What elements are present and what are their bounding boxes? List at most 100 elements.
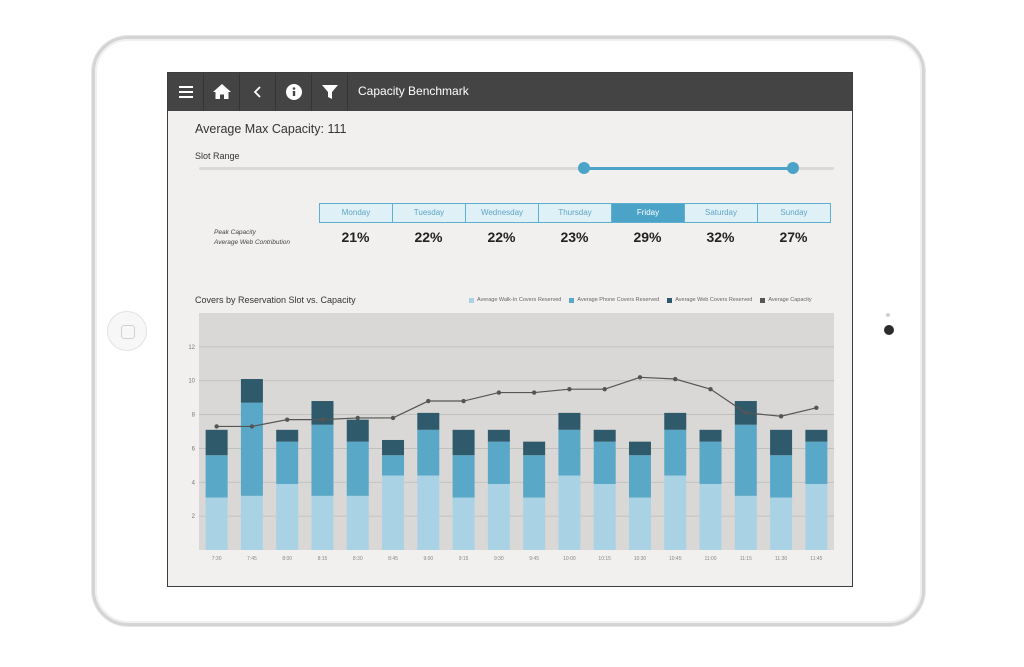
back-button[interactable] (240, 73, 276, 111)
x-tick-label: 10:45 (669, 556, 682, 562)
bar-segment (240, 402, 263, 496)
x-tick-label: 10:00 (563, 556, 576, 562)
average-max-capacity: Average Max Capacity: 111 (195, 122, 347, 136)
plot-area (199, 313, 834, 550)
bar-segment (382, 439, 405, 456)
legend-item: Average Web Covers Reserved (667, 297, 752, 303)
bar-segment (770, 429, 793, 456)
legend-swatch (569, 297, 575, 303)
bar-segment (205, 497, 228, 550)
slot-range-end-handle[interactable] (787, 162, 799, 174)
tab-sunday[interactable]: Sunday (757, 203, 831, 223)
capacity-point (567, 386, 572, 392)
bar-segment (382, 475, 405, 550)
x-tick-label: 8:00 (282, 556, 292, 562)
capacity-point (637, 375, 643, 380)
x-tick-label: 11:30 (775, 556, 787, 562)
bar-segment (770, 455, 793, 498)
tab-tuesday[interactable]: Tuesday (392, 203, 466, 223)
bar-segment (734, 495, 757, 550)
tab-thursday[interactable]: Thursday (538, 203, 612, 223)
legend-label: Average Capacity (768, 297, 812, 303)
legend-label: Average Phone Covers Reserved (577, 297, 660, 303)
bar-segment (417, 475, 440, 550)
legend-swatch (667, 297, 673, 303)
bar-segment (523, 455, 546, 498)
bar-segment (593, 483, 616, 550)
capacity-point (214, 424, 219, 429)
capacity-point (390, 415, 396, 421)
tab-saturday[interactable]: Saturday (684, 203, 758, 223)
capacity-point (814, 405, 819, 410)
bar-segment (276, 483, 299, 550)
chevron-left-icon (253, 86, 261, 98)
top-toolbar: Capacity Benchmark (168, 73, 852, 111)
bar-segment (311, 495, 334, 550)
bar-segment (487, 483, 510, 550)
tablet-sensor (886, 313, 890, 317)
x-tick-label: 8:45 (388, 556, 398, 562)
slot-range-track[interactable] (199, 167, 834, 170)
bar-segment (346, 441, 369, 496)
x-tick-label: 10:15 (598, 556, 611, 562)
capacity-point (249, 424, 255, 429)
legend-swatch (760, 297, 766, 303)
y-tick-label: 2 (192, 514, 196, 520)
bar-segment (382, 455, 405, 476)
legend-label: Average Walk-In Covers Reserved (477, 297, 562, 303)
x-tick-label: 7:45 (247, 556, 257, 562)
bar-segment (452, 455, 475, 498)
x-tick-label: 9:15 (459, 556, 469, 562)
bar-segment (417, 412, 440, 430)
capacity-point (461, 398, 466, 404)
capacity-point (531, 390, 537, 395)
filter-button[interactable] (312, 73, 348, 111)
capacity-point (743, 410, 749, 416)
capacity-point (320, 417, 325, 422)
tab-monday[interactable]: Monday (319, 203, 393, 223)
bar-segment (558, 412, 581, 430)
x-tick-label: 11:00 (704, 556, 716, 562)
bar-segment (276, 429, 299, 442)
legend-item: Average Walk-In Covers Reserved (469, 297, 561, 303)
tablet-home-button[interactable] (107, 311, 147, 351)
legend-item: Average Capacity (760, 297, 812, 303)
info-button[interactable] (276, 73, 312, 111)
slot-range-selection (584, 167, 793, 170)
pct-monday: 21% (341, 229, 370, 245)
bar-segment (664, 412, 687, 430)
x-tick-label: 9:45 (529, 556, 539, 562)
tablet-camera (884, 325, 894, 335)
legend-swatch (469, 297, 474, 303)
bar-segment (346, 419, 369, 442)
menu-button[interactable] (168, 73, 204, 111)
home-button[interactable] (204, 73, 240, 111)
capacity-point (708, 386, 713, 392)
bar-segment (346, 495, 369, 550)
bar-segment (205, 429, 228, 456)
y-tick-label: 6 (192, 446, 196, 452)
capacity-point (496, 390, 502, 395)
bar-segment (699, 483, 722, 550)
bar-segment (452, 429, 475, 456)
bar-segment (628, 441, 651, 456)
tab-friday[interactable]: Friday (611, 203, 685, 223)
filter-icon (322, 85, 338, 99)
slot-range-start-handle[interactable] (578, 162, 590, 174)
bar-segment (628, 455, 651, 498)
bar-segment (452, 497, 475, 550)
pct-saturday: 32% (706, 229, 735, 245)
tab-wednesday[interactable]: Wednesday (465, 203, 539, 223)
bar-segment (487, 429, 510, 442)
bar-segment (805, 483, 828, 550)
pct-wednesday: 22% (487, 229, 516, 245)
bar-segment (558, 475, 581, 550)
bar-segment (240, 379, 263, 403)
slot-range-label: Slot Range (195, 151, 240, 161)
legend-label: Average Web Covers Reserved (675, 297, 753, 303)
bar-segment (664, 475, 687, 550)
capacity-point (673, 376, 678, 382)
average-web-contribution-label: Average Web Contribution (214, 239, 291, 246)
capacity-point (602, 386, 607, 392)
bar-segment (417, 429, 440, 476)
